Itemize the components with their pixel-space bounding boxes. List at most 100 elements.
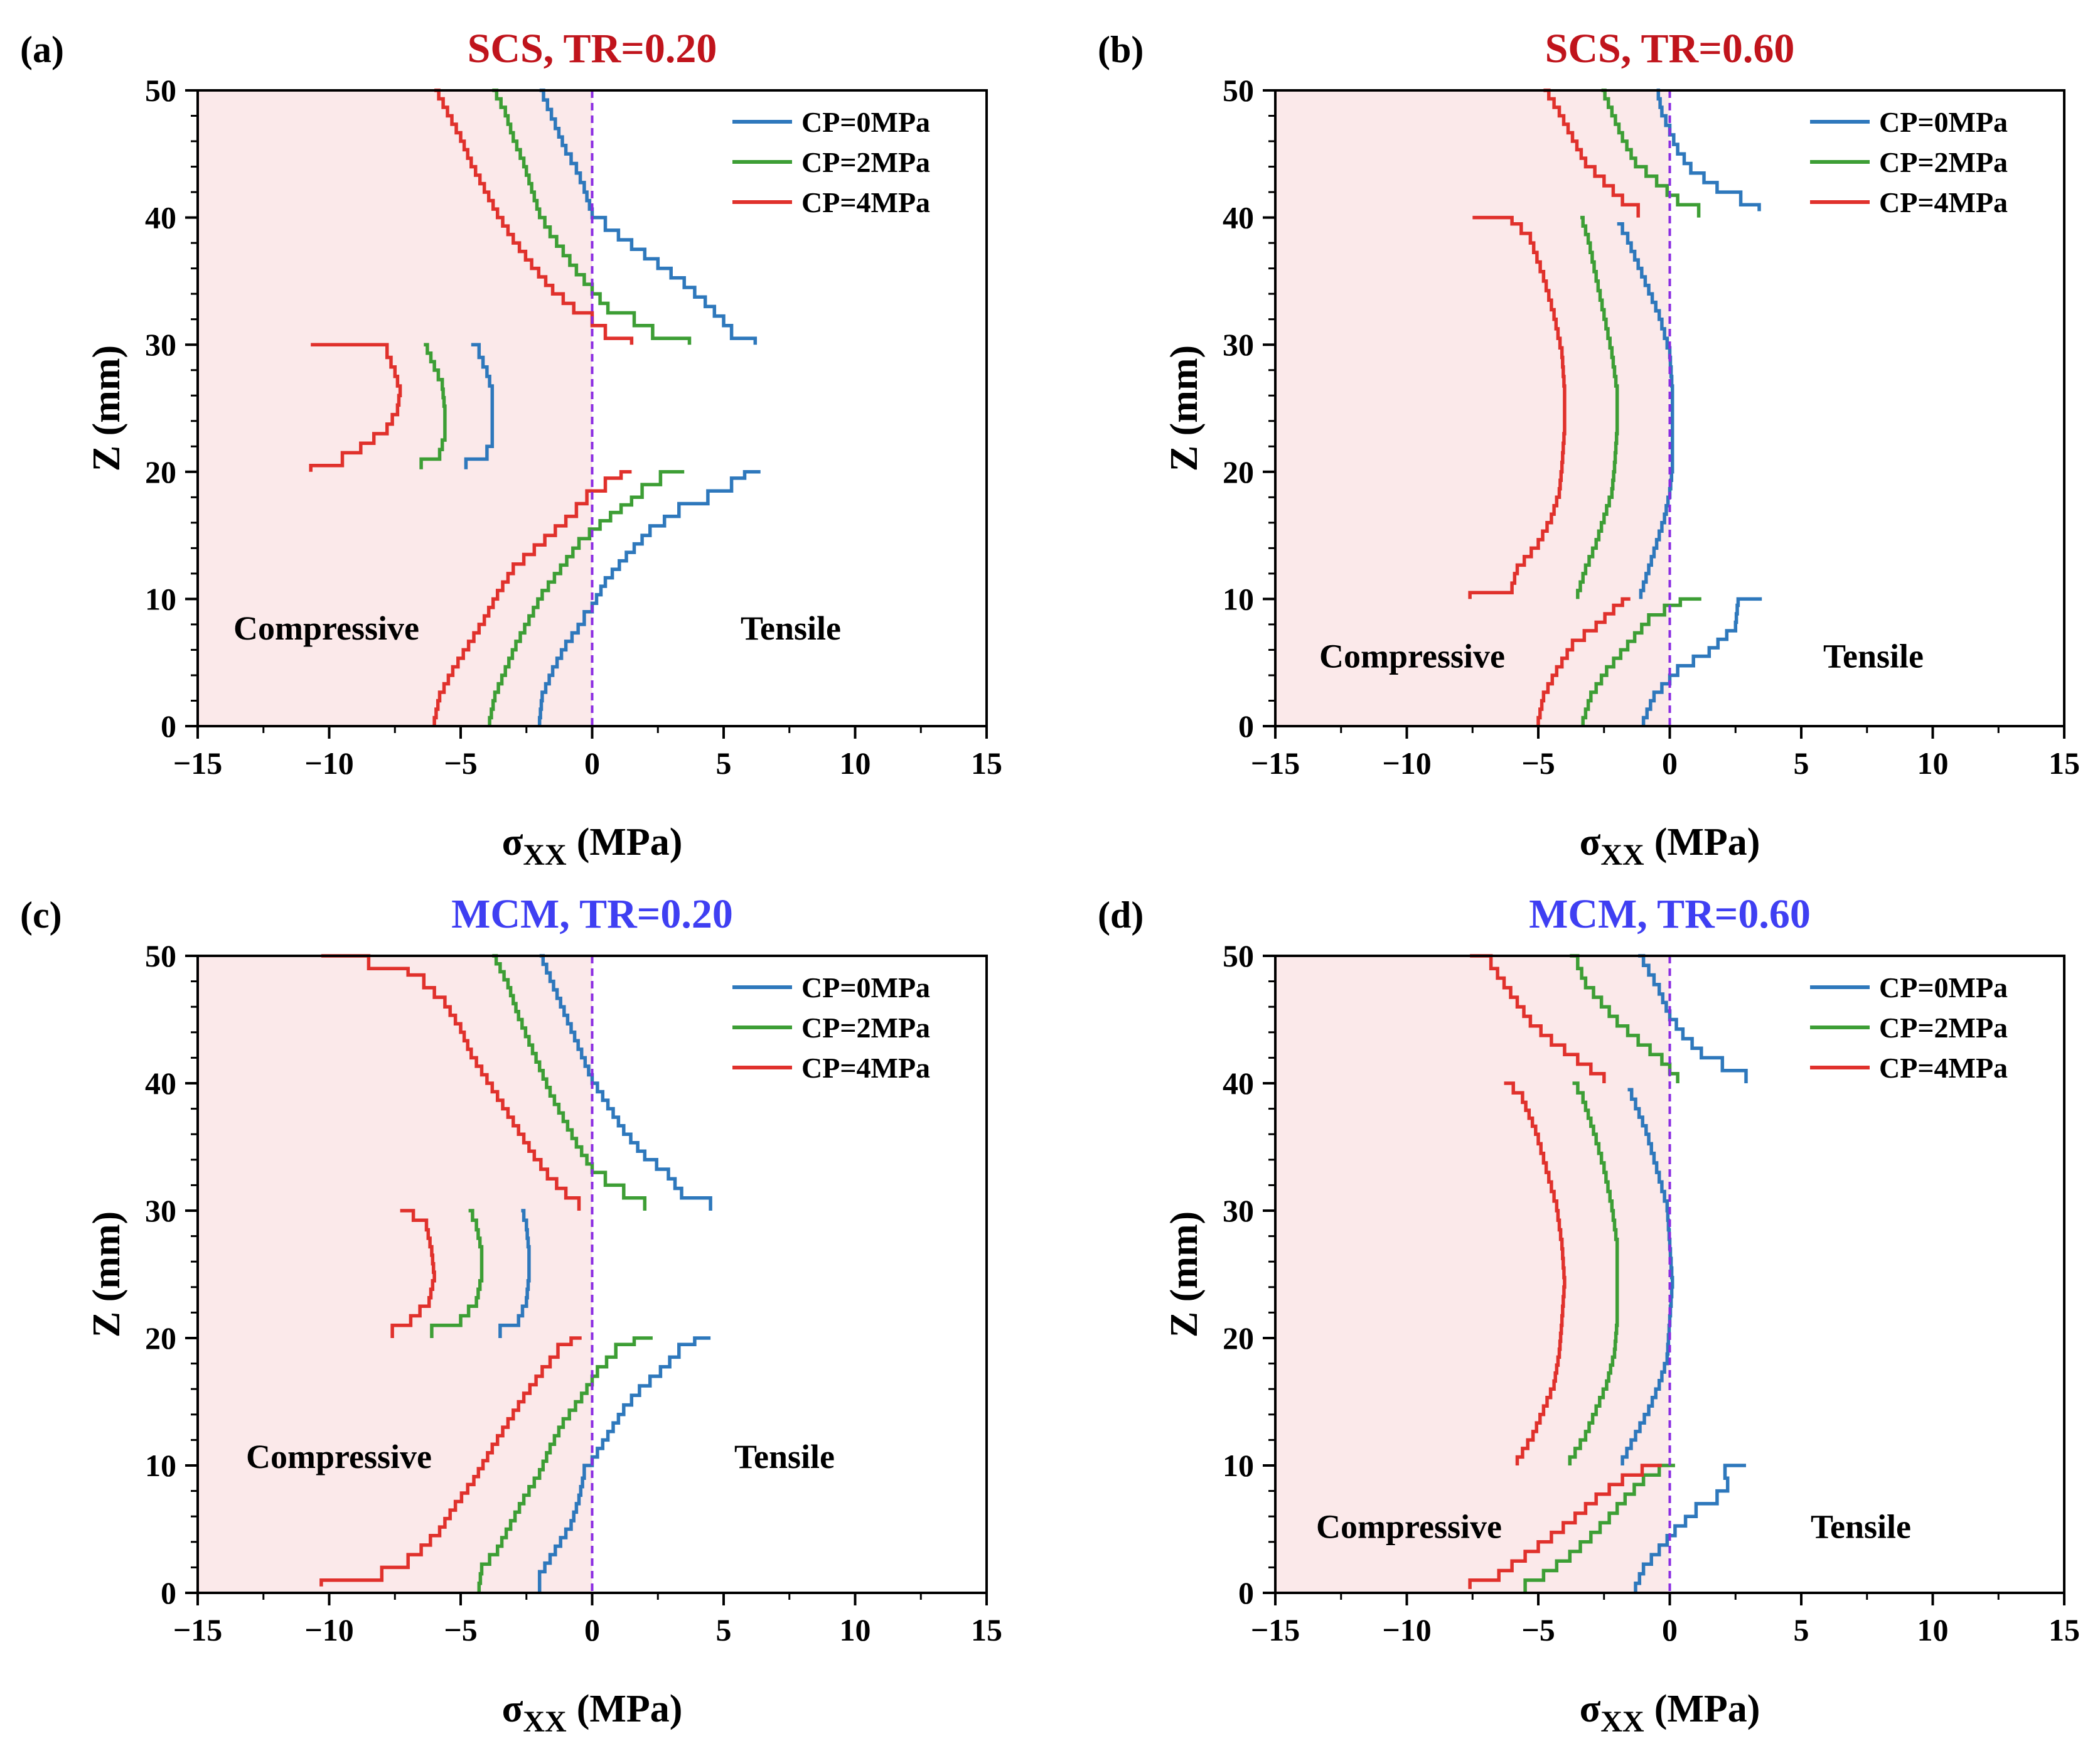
series-line: [1468, 1464, 1662, 1589]
series-line: [537, 470, 761, 726]
x-tick-label: 5: [1794, 746, 1809, 781]
y-tick-label: 10: [1223, 581, 1254, 616]
x-axis-label-symbol: σ: [502, 821, 523, 864]
series-line: [1581, 597, 1701, 726]
x-tick-label: −10: [1382, 746, 1432, 781]
series-CP=4MPa: [1468, 954, 1662, 1589]
series-CP=2MPa: [430, 954, 653, 1593]
series-line: [432, 470, 632, 726]
y-tick-label: 30: [145, 327, 176, 362]
x-axis-label-unit: (MPa): [577, 1688, 683, 1730]
series-line: [1621, 1088, 1674, 1465]
panel-label: (a): [20, 29, 64, 70]
legend-label: CP=4MPa: [1879, 1052, 2008, 1084]
y-tick-label: 30: [1223, 327, 1254, 362]
series-line: [309, 343, 402, 472]
y-tick-label: 40: [145, 1066, 176, 1101]
y-tick-label: 20: [145, 1320, 176, 1356]
x-axis-label-symbol: σ: [502, 1688, 523, 1730]
tensile-label: Tensile: [1823, 638, 1924, 675]
y-tick-label: 10: [145, 1448, 176, 1483]
y-axis-label: Z (mm): [1163, 345, 1206, 471]
x-axis-label-symbol: σ: [1580, 1688, 1601, 1730]
compressive-region: [198, 956, 592, 1593]
y-tick-label: 0: [1238, 709, 1254, 744]
x-tick-label: 10: [840, 1612, 871, 1647]
y-tick-label: 20: [1223, 1320, 1254, 1356]
legend-label: CP=2MPa: [1879, 1012, 2008, 1044]
x-axis-label-subscript: XX: [523, 838, 567, 872]
x-tick-label: −15: [173, 1612, 223, 1647]
series-CP=4MPa: [1468, 88, 1640, 726]
series-line: [390, 1209, 436, 1338]
y-axis-label: Z (mm): [1163, 1211, 1206, 1337]
series-line: [1504, 1081, 1567, 1465]
series-line: [1468, 215, 1567, 599]
chart-panel: −15 −10 −5 0 5 10 15 0 10 20 30 40 50 SCS, TR=0.20 (a)…: [20, 26, 1002, 872]
x-tick-label: −10: [304, 1612, 354, 1647]
compressive-region: [198, 90, 592, 726]
panel-label: (b): [1098, 29, 1144, 70]
x-tick-label: 15: [971, 746, 1002, 781]
x-tick-label: −10: [1382, 1612, 1432, 1647]
series-CP=4MPa: [319, 954, 582, 1587]
y-tick-label: 40: [1223, 1066, 1254, 1101]
series-line: [1543, 88, 1640, 218]
x-tick-label: 5: [1794, 1612, 1809, 1647]
x-axis-label: σXX (MPa): [1580, 1688, 1760, 1738]
legend-label: CP=0MPa: [801, 972, 930, 1004]
series-line: [1641, 597, 1762, 726]
series-CP=4MPa: [309, 88, 634, 726]
series-line: [1617, 222, 1674, 599]
series-line: [464, 343, 495, 469]
series-line: [498, 1209, 531, 1338]
series-line: [1523, 1464, 1675, 1593]
legend: CP=0MPa CP=2MPa CP=4MPa: [1810, 972, 2008, 1084]
legend: CP=0MPa CP=2MPa CP=4MPa: [732, 972, 930, 1084]
x-tick-label: −10: [304, 746, 354, 781]
x-tick-label: 15: [2049, 1612, 2080, 1647]
legend-label: CP=4MPa: [801, 1052, 930, 1084]
tensile-label: Tensile: [734, 1438, 835, 1476]
series-line: [1656, 88, 1761, 212]
y-tick-label: 30: [1223, 1193, 1254, 1228]
x-tick-label: 10: [840, 746, 871, 781]
x-tick-label: −15: [173, 746, 223, 781]
panel-label: (d): [1098, 894, 1144, 936]
x-axis-label-subscript: XX: [1600, 838, 1644, 872]
series-CP=2MPa: [1576, 88, 1701, 726]
series-line: [1634, 1464, 1746, 1593]
x-tick-label: −15: [1251, 1612, 1300, 1647]
series-line: [1470, 954, 1606, 1083]
x-axis-label-unit: (MPa): [1654, 821, 1760, 864]
legend-label: CP=0MPa: [1879, 972, 2008, 1004]
x-axis-label-subscript: XX: [1600, 1705, 1644, 1738]
legend: CP=0MPa CP=2MPa CP=4MPa: [1810, 106, 2008, 218]
legend: CP=0MPa CP=2MPa CP=4MPa: [732, 106, 930, 218]
y-tick-label: 50: [1223, 938, 1254, 973]
x-tick-label: 0: [584, 746, 600, 781]
x-tick-label: 10: [1917, 1612, 1949, 1647]
series-CP=2MPa: [1523, 954, 1679, 1593]
x-tick-label: −5: [1521, 746, 1555, 781]
x-axis-label: σXX (MPa): [502, 821, 683, 872]
x-tick-label: 10: [1917, 746, 1949, 781]
series-CP=0MPa: [1617, 88, 1762, 726]
y-tick-label: 0: [161, 1575, 176, 1610]
compressive-label: Compressive: [1316, 1508, 1502, 1545]
chart-title: MCM, TR=0.20: [451, 891, 733, 937]
series-line: [492, 954, 647, 1211]
compressive-region: [1275, 956, 1670, 1593]
series-line: [430, 1209, 484, 1338]
series-line: [1601, 88, 1701, 218]
series-line: [1570, 954, 1679, 1083]
legend-label: CP=2MPa: [801, 1012, 930, 1044]
y-axis-label: Z (mm): [85, 1211, 128, 1337]
legend-label: CP=0MPa: [801, 106, 930, 138]
y-tick-label: 50: [1223, 73, 1254, 108]
y-tick-label: 40: [145, 200, 176, 235]
series-line: [319, 1336, 582, 1587]
compressive-label: Compressive: [246, 1438, 432, 1476]
x-axis-label: σXX (MPa): [502, 1688, 683, 1738]
tensile-label: Tensile: [741, 609, 841, 647]
